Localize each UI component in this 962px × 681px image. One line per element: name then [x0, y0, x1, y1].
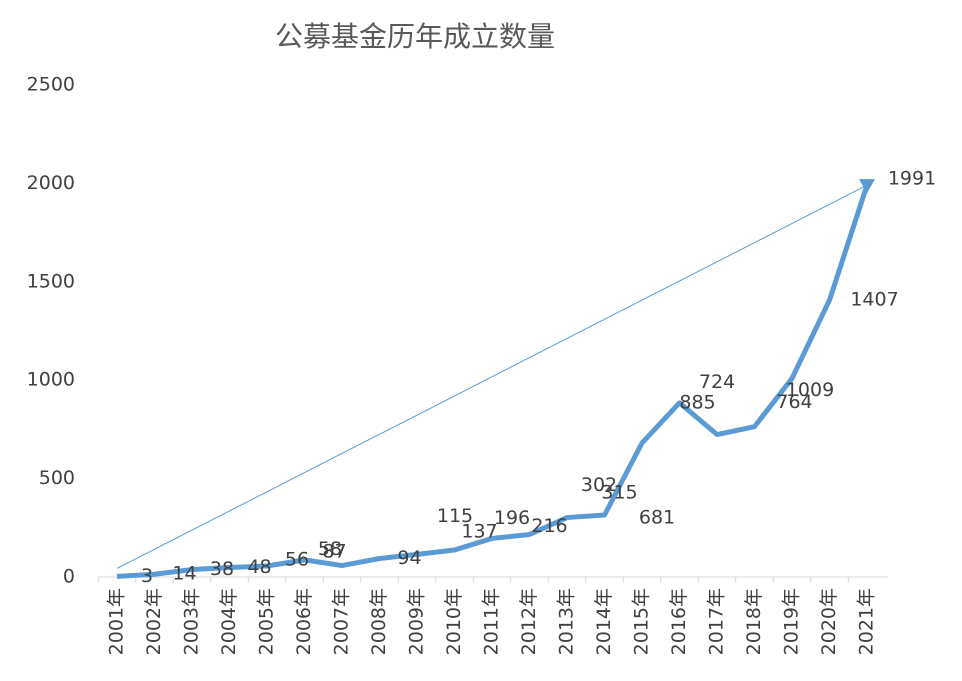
- x-tick-label: 2006年: [293, 588, 315, 655]
- y-tick-label: 1000: [27, 369, 75, 391]
- x-tick-label: 2020年: [818, 588, 840, 655]
- x-tick-label: 2014年: [593, 588, 615, 655]
- data-label: 1407: [850, 289, 898, 311]
- x-tick-label: 2004年: [218, 588, 240, 655]
- arrow-head: [859, 179, 875, 194]
- data-label: 48: [247, 556, 271, 578]
- data-label: 1991: [888, 168, 936, 190]
- x-tick-label: 2011年: [481, 588, 503, 655]
- data-label: 38: [210, 558, 234, 580]
- data-label: 302: [581, 474, 617, 496]
- data-label: 681: [639, 506, 675, 528]
- x-tick-label: 2010年: [443, 588, 465, 655]
- y-tick-label: 2500: [27, 74, 75, 96]
- x-tick-label: 2002年: [143, 588, 165, 655]
- data-label: 14: [172, 563, 196, 585]
- x-tick-label: 2012年: [518, 588, 540, 655]
- data-label: 87: [322, 540, 346, 562]
- x-tick-label: 2019年: [781, 588, 803, 655]
- data-label: 724: [699, 371, 735, 393]
- x-tick-label: 2015年: [631, 588, 653, 655]
- trend-arrow: [116, 184, 868, 569]
- y-tick-label: 2000: [27, 172, 75, 194]
- data-label: 3: [141, 565, 153, 587]
- x-tick-label: 2021年: [856, 588, 878, 655]
- data-label: 115: [437, 505, 473, 527]
- y-tick-label: 0: [63, 566, 75, 588]
- chart-title: 公募基金历年成立数量: [275, 20, 555, 53]
- data-label: 56: [285, 548, 309, 570]
- x-tick-label: 2005年: [256, 588, 278, 655]
- x-tick-label: 2018年: [743, 588, 765, 655]
- data-label: 196: [494, 507, 530, 529]
- x-tick-label: 2007年: [331, 588, 353, 655]
- x-tick-label: 2016年: [668, 588, 690, 655]
- data-label: 885: [679, 391, 715, 413]
- x-tick-label: 2017年: [706, 588, 728, 655]
- data-label: 216: [531, 515, 567, 537]
- data-label: 58: [318, 538, 342, 560]
- line: [116, 184, 870, 579]
- y-tick-label: 500: [39, 467, 75, 489]
- x-tick-label: 2001年: [106, 588, 128, 655]
- x-tick-label: 2013年: [556, 588, 578, 655]
- data-label: 1009: [786, 379, 834, 401]
- data-label: 137: [461, 521, 497, 543]
- x-tick-label: 2009年: [406, 588, 428, 655]
- data-label: 315: [601, 482, 637, 504]
- y-tick-label: 1500: [27, 270, 75, 292]
- data-label: 764: [776, 391, 812, 413]
- x-tick-label: 2003年: [181, 588, 203, 655]
- data-label: 94: [397, 547, 421, 569]
- x-tick-label: 2008年: [368, 588, 390, 655]
